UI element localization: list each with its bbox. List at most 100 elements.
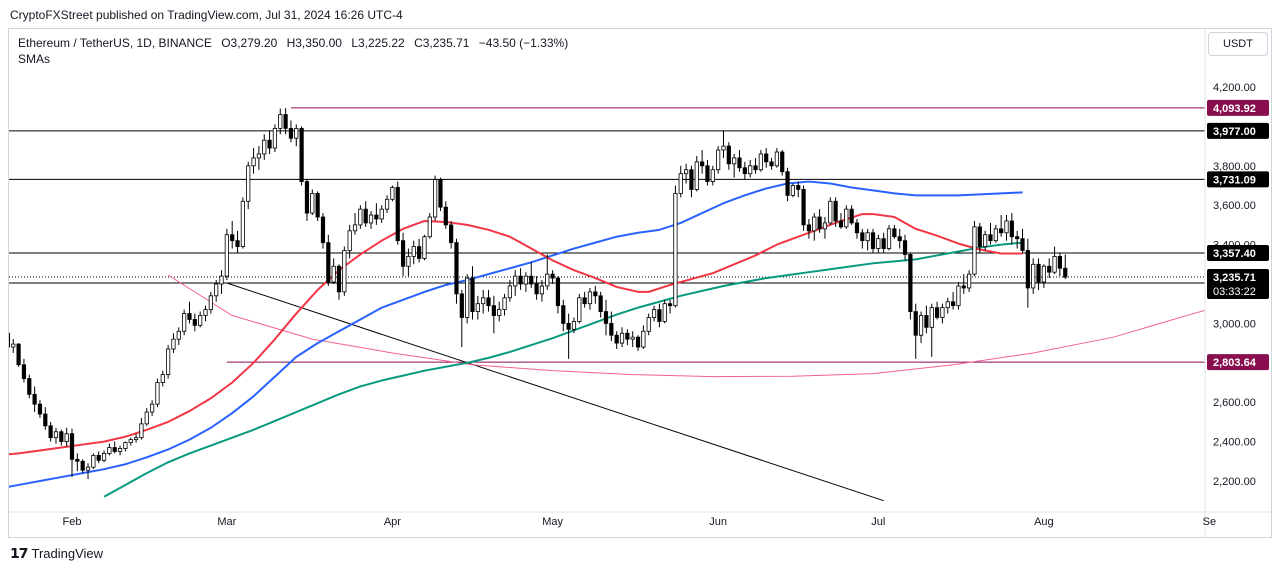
candle-down <box>1 325 4 333</box>
candle-up <box>64 433 69 443</box>
plot-area <box>1 107 1205 502</box>
x-tick-label: May <box>542 516 563 528</box>
candle-down <box>187 313 192 320</box>
candle-down <box>486 297 491 307</box>
currency-button[interactable]: USDT <box>1208 32 1268 56</box>
candle-up <box>139 423 144 439</box>
candle-down <box>1015 236 1020 240</box>
change-value: −43.50 (−1.33%) <box>478 36 569 50</box>
candle-up <box>502 297 507 311</box>
y-tick-label: 3,600.00 <box>1213 200 1256 212</box>
candle-down <box>235 240 240 247</box>
candle-up <box>967 273 972 289</box>
candle-down <box>16 343 21 366</box>
candle-down <box>416 246 422 259</box>
candle-down <box>924 315 929 328</box>
candle-down <box>951 301 956 307</box>
candle-up <box>1004 220 1009 234</box>
candle-down <box>999 228 1004 234</box>
x-tick-label: Feb <box>63 516 82 528</box>
candle-up <box>406 256 411 267</box>
level-price-tag <box>1207 99 1269 116</box>
candle-up <box>972 226 977 275</box>
candle-down <box>9 332 11 348</box>
candle-up <box>310 192 315 214</box>
brand-name: TradingView <box>31 546 104 561</box>
candle-down <box>657 309 662 322</box>
candle-down <box>288 127 294 139</box>
candle-down <box>737 157 742 169</box>
candle-up <box>262 139 267 155</box>
candle-down <box>689 169 694 190</box>
candle-up <box>171 338 176 350</box>
candle-down <box>518 275 523 285</box>
candle-down <box>870 232 876 249</box>
candle-down <box>988 234 993 242</box>
candle-down <box>395 187 400 242</box>
low-value: L3,225.22 <box>351 36 405 50</box>
candle-down <box>21 364 27 379</box>
candle-up <box>694 161 699 190</box>
candle-up <box>630 336 635 340</box>
candle-up <box>523 275 529 285</box>
candle-up <box>246 165 251 202</box>
close-value: C3,235.71 <box>414 36 470 50</box>
candle-down <box>700 161 705 167</box>
x-tick-label: Se <box>1203 516 1216 528</box>
candle-up <box>748 165 753 175</box>
open-value: O3,279.20 <box>221 36 278 50</box>
candle-up <box>646 317 651 332</box>
candle-up <box>1041 265 1046 283</box>
last-price-label: 3,235.71 <box>1213 272 1256 284</box>
candle-down <box>764 153 769 163</box>
candle-down <box>80 460 85 471</box>
candle-up <box>545 273 550 287</box>
candle-down <box>566 322 571 330</box>
candle-down <box>320 216 326 244</box>
candle-up <box>886 228 892 249</box>
candle-up <box>182 313 187 332</box>
candle-up <box>684 169 689 175</box>
y-tick-label: 2,400.00 <box>1213 437 1256 449</box>
candle-up <box>758 153 763 171</box>
candle-down <box>838 220 844 228</box>
candle-up <box>149 403 155 413</box>
sma-slow-line <box>103 241 1023 498</box>
candle-up <box>940 307 945 318</box>
level-price-tag <box>1207 171 1269 188</box>
countdown-label: 03:33:22 <box>1213 286 1256 298</box>
candle-up <box>128 439 133 443</box>
candle-down <box>897 236 902 242</box>
candle-down <box>534 283 539 295</box>
y-tick-label: 3,000.00 <box>1213 318 1256 330</box>
candle-down <box>443 206 448 226</box>
candle-up <box>433 179 438 218</box>
candle-up <box>956 285 961 307</box>
ohlc-legend: Ethereum / TetherUS, 1D, BINANCE O3,279.… <box>18 36 574 50</box>
indicator-label-smas[interactable]: SMAs <box>18 52 51 66</box>
symbol-title[interactable]: Ethereum / TetherUS, 1D, BINANCE <box>18 36 212 50</box>
chart-frame <box>8 28 1272 538</box>
candle-down <box>336 265 342 293</box>
candle-down <box>1020 238 1025 251</box>
candle-up <box>379 208 384 220</box>
candle-up <box>331 265 336 283</box>
candle-up <box>876 238 881 249</box>
candle-up <box>160 374 165 383</box>
candle-up <box>85 466 91 471</box>
candle-down <box>908 254 913 312</box>
publisher-line: CryptoFXStreet published on TradingView.… <box>10 8 403 22</box>
candle-down <box>892 228 897 238</box>
candle-up <box>219 275 224 285</box>
trendline <box>226 282 884 502</box>
level-price-label: 3,357.40 <box>1213 248 1256 260</box>
candle-up <box>513 275 518 287</box>
candle-down <box>833 200 838 222</box>
candle-up <box>123 442 128 449</box>
x-tick-label: Mar <box>217 516 236 528</box>
candle-down <box>780 151 785 173</box>
candle-up <box>481 297 486 305</box>
candle-down <box>860 232 865 242</box>
candle-down <box>43 413 48 427</box>
